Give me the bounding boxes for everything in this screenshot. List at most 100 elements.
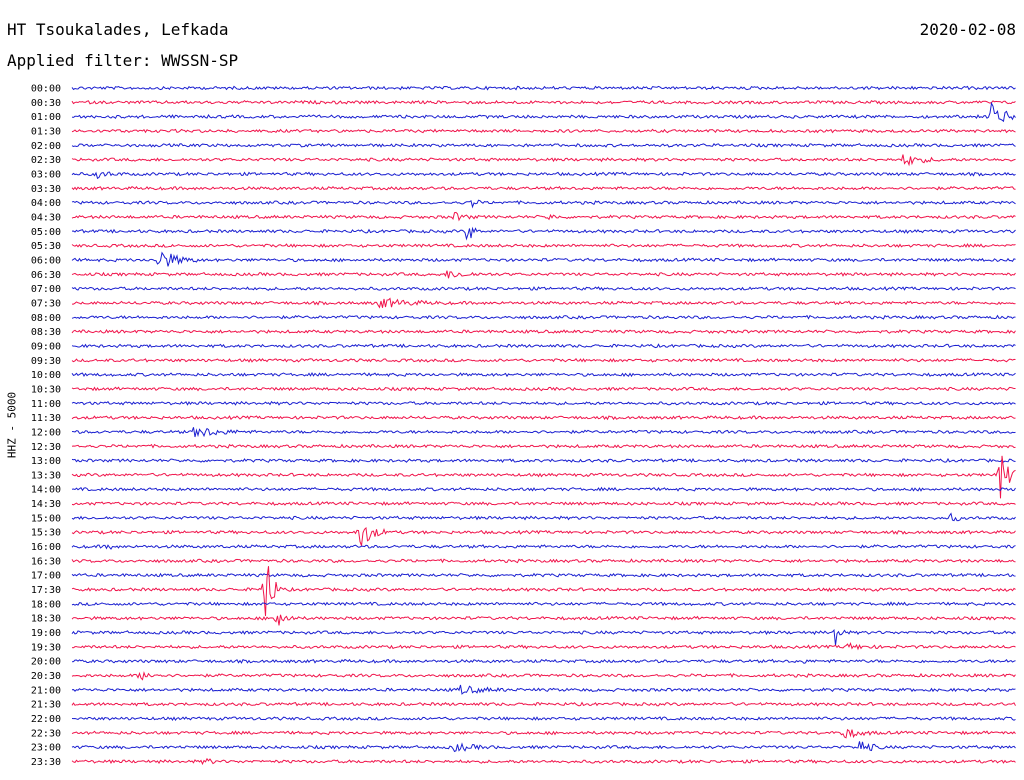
time-label: 13:00 <box>31 456 61 467</box>
trace-line <box>71 371 1016 378</box>
trace-line <box>71 601 1016 607</box>
trace-line <box>71 286 1016 292</box>
time-label: 11:30 <box>31 413 61 424</box>
trace-line <box>71 211 1016 222</box>
trace-line <box>71 101 1016 123</box>
time-label: 05:00 <box>31 227 61 238</box>
time-label: 19:30 <box>31 642 61 653</box>
trace-line <box>71 572 1016 578</box>
time-label: 10:00 <box>31 370 61 381</box>
time-label: 10:30 <box>31 384 61 395</box>
trace-line <box>71 314 1016 320</box>
trace-line <box>71 154 1016 167</box>
time-label: 21:30 <box>31 700 61 711</box>
time-label: 03:30 <box>31 184 61 195</box>
trace-line <box>71 185 1016 191</box>
trace-line <box>71 457 1016 464</box>
trace-line <box>71 455 1016 499</box>
trace-line <box>71 415 1016 421</box>
time-label: 08:00 <box>31 313 61 324</box>
time-label: 17:00 <box>31 571 61 582</box>
time-label: 06:30 <box>31 270 61 281</box>
trace-line <box>71 99 1016 105</box>
time-label: 14:00 <box>31 485 61 496</box>
time-label: 13:30 <box>31 470 61 481</box>
time-label: 22:00 <box>31 714 61 725</box>
time-label: 18:30 <box>31 614 61 625</box>
trace-line <box>71 243 1016 249</box>
time-label: 05:30 <box>31 241 61 252</box>
trace-line <box>71 566 1016 617</box>
trace-line <box>71 128 1016 134</box>
trace-line <box>71 558 1016 564</box>
time-label: 19:00 <box>31 628 61 639</box>
time-label: 03:00 <box>31 169 61 180</box>
trace-line <box>71 400 1016 406</box>
time-label: 18:00 <box>31 599 61 610</box>
time-label: 07:00 <box>31 284 61 295</box>
time-label: 20:30 <box>31 671 61 682</box>
time-label: 23:00 <box>31 743 61 754</box>
time-label: 23:30 <box>31 757 61 768</box>
time-label: 17:30 <box>31 585 61 596</box>
trace-line <box>71 684 1016 695</box>
trace-line <box>71 85 1016 91</box>
trace-line <box>71 641 1016 651</box>
trace-line <box>71 544 1016 550</box>
trace-line <box>71 614 1016 626</box>
time-label: 00:00 <box>31 84 61 95</box>
time-label: 04:30 <box>31 212 61 223</box>
time-label: 09:30 <box>31 356 61 367</box>
trace-line <box>71 728 1016 739</box>
time-label: 07:30 <box>31 298 61 309</box>
trace-line <box>71 297 1016 309</box>
trace-line <box>71 716 1016 722</box>
time-label: 02:30 <box>31 155 61 166</box>
date-label: 2020-02-08 <box>919 20 1016 39</box>
station-title: HT Tsoukalades, Lefkada <box>7 20 229 39</box>
time-label: 01:00 <box>31 112 61 123</box>
time-label: 15:30 <box>31 528 61 539</box>
trace-line <box>71 226 1016 241</box>
time-label: 09:00 <box>31 341 61 352</box>
trace-line <box>71 701 1016 707</box>
time-label: 00:30 <box>31 98 61 109</box>
time-label: 08:30 <box>31 327 61 338</box>
time-label: 12:30 <box>31 442 61 453</box>
trace-line <box>71 427 1016 438</box>
trace-line <box>71 343 1016 349</box>
trace-line <box>71 199 1016 209</box>
trace-line <box>71 357 1016 363</box>
time-label: 01:30 <box>31 126 61 137</box>
time-label: 22:30 <box>31 728 61 739</box>
time-label: 11:00 <box>31 399 61 410</box>
trace-line <box>71 671 1016 681</box>
time-label: 20:00 <box>31 657 61 668</box>
time-label: 16:30 <box>31 556 61 567</box>
time-label: 15:00 <box>31 513 61 524</box>
trace-line <box>71 628 1016 646</box>
time-label: 02:00 <box>31 141 61 152</box>
time-label: 14:30 <box>31 499 61 510</box>
trace-line <box>71 501 1016 507</box>
trace-line <box>71 486 1016 492</box>
trace-line <box>71 251 1016 267</box>
trace-line <box>71 329 1016 334</box>
trace-line <box>71 658 1016 664</box>
filter-label: Applied filter: WWSSN-SP <box>7 51 239 70</box>
time-label: 06:00 <box>31 255 61 266</box>
trace-line <box>71 142 1016 148</box>
time-label: 21:00 <box>31 685 61 696</box>
trace-line <box>71 757 1016 766</box>
trace-line <box>71 741 1016 753</box>
trace-line <box>71 526 1016 546</box>
time-label: 12:00 <box>31 427 61 438</box>
trace-line <box>71 171 1016 180</box>
time-label: 16:00 <box>31 542 61 553</box>
time-label: 04:00 <box>31 198 61 209</box>
trace-line <box>71 386 1016 392</box>
trace-line <box>71 443 1016 449</box>
trace-line <box>71 270 1016 279</box>
